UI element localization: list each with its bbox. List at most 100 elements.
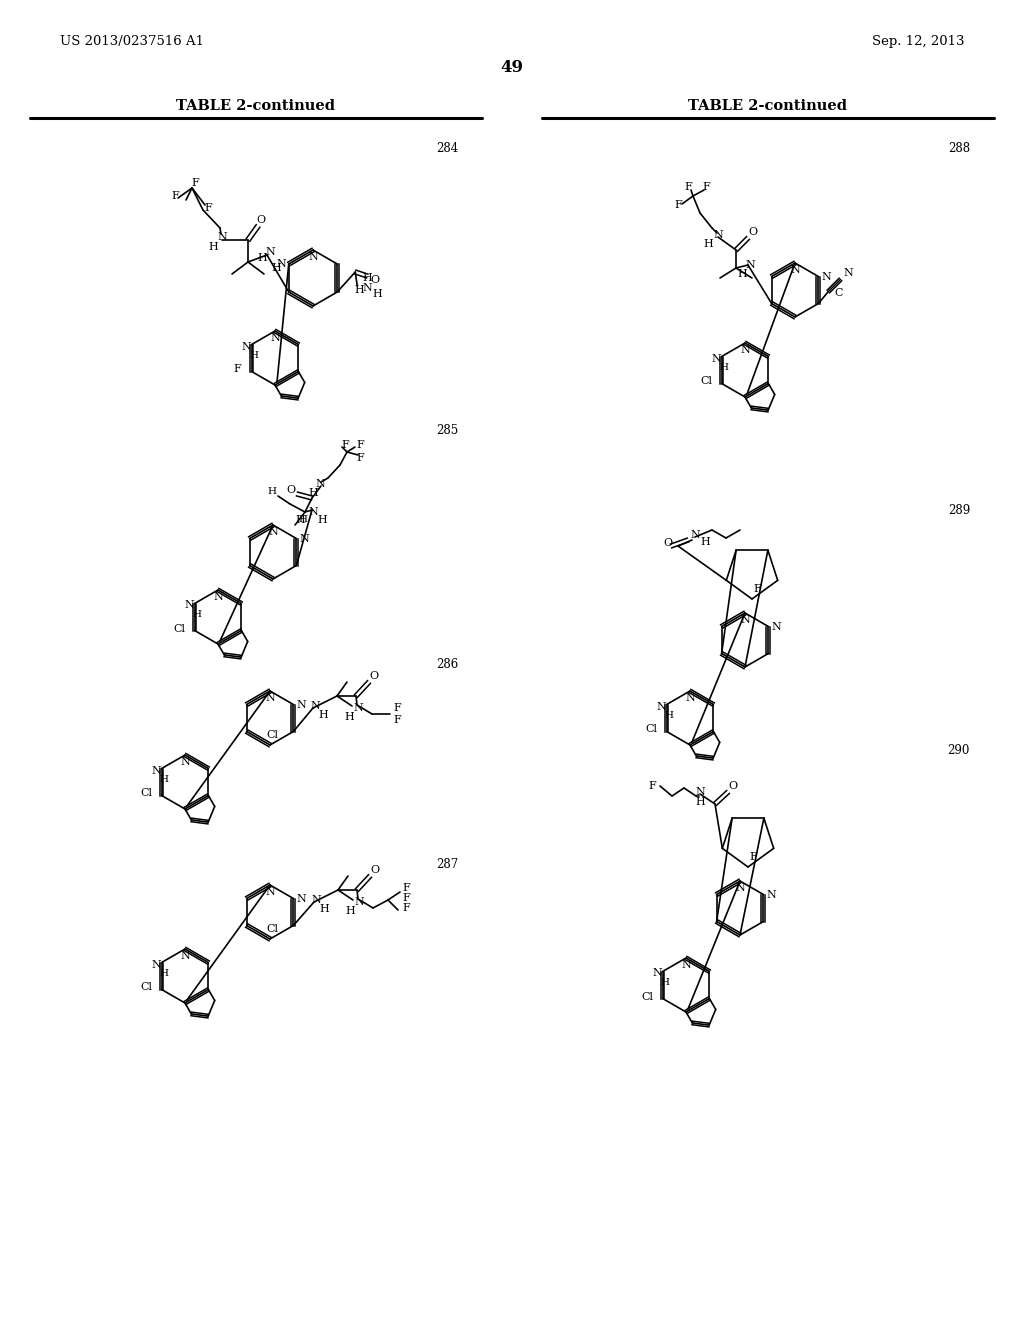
Text: N: N: [735, 883, 744, 894]
Text: F: F: [356, 453, 364, 463]
Text: F: F: [648, 781, 656, 791]
Text: N: N: [270, 333, 280, 343]
Text: N: N: [180, 756, 189, 767]
Text: F: F: [750, 851, 757, 862]
Text: C: C: [835, 289, 843, 298]
Text: F: F: [356, 440, 364, 450]
Text: N: N: [308, 252, 317, 261]
Text: N: N: [745, 260, 755, 271]
Text: N: N: [695, 787, 705, 797]
Text: H: H: [208, 242, 218, 252]
Text: N: N: [308, 507, 317, 517]
Text: N: N: [353, 704, 362, 713]
Text: F: F: [674, 201, 682, 210]
Text: N: N: [152, 960, 162, 969]
Text: H: H: [159, 775, 168, 784]
Text: H: H: [318, 710, 328, 719]
Text: N: N: [265, 247, 274, 257]
Text: N: N: [791, 265, 800, 275]
Text: N: N: [685, 693, 695, 704]
Text: N: N: [740, 615, 750, 624]
Text: H: H: [257, 253, 267, 263]
Text: H: H: [660, 978, 669, 987]
Text: N: N: [315, 479, 325, 488]
Text: F: F: [171, 191, 179, 201]
Text: Cl: Cl: [266, 730, 278, 741]
Text: N: N: [656, 701, 667, 711]
Text: H: H: [354, 285, 365, 294]
Text: Cl: Cl: [140, 982, 153, 993]
Text: F: F: [402, 894, 410, 903]
Text: Cl: Cl: [266, 924, 278, 935]
Text: H: H: [373, 289, 382, 300]
Text: O: O: [287, 484, 296, 495]
Text: 284: 284: [436, 141, 458, 154]
Text: 287: 287: [436, 858, 458, 871]
Text: Cl: Cl: [642, 991, 653, 1002]
Text: Sep. 12, 2013: Sep. 12, 2013: [871, 36, 964, 49]
Text: F: F: [753, 583, 761, 594]
Text: N: N: [690, 531, 699, 540]
Text: H: H: [703, 239, 713, 249]
Text: N: N: [276, 259, 287, 269]
Text: N: N: [184, 601, 195, 610]
Text: H: H: [317, 515, 327, 525]
Text: 288: 288: [948, 141, 970, 154]
Text: N: N: [265, 693, 274, 704]
Text: N: N: [268, 527, 278, 537]
Text: Cl: Cl: [700, 376, 713, 387]
Text: 49: 49: [501, 59, 523, 77]
Text: N: N: [213, 591, 223, 602]
Text: N: N: [652, 969, 663, 978]
Text: O: O: [664, 539, 673, 548]
Text: H: H: [271, 263, 281, 273]
Text: N: N: [180, 950, 189, 961]
Text: F: F: [702, 182, 710, 191]
Text: H: H: [665, 711, 673, 719]
Text: H: H: [249, 351, 258, 360]
Text: 289: 289: [948, 503, 970, 516]
Text: H: H: [295, 515, 305, 525]
Text: O: O: [371, 865, 380, 875]
Text: O: O: [371, 275, 380, 285]
Text: N: N: [767, 890, 776, 899]
Text: Cl: Cl: [645, 725, 657, 734]
Text: 286: 286: [436, 659, 458, 672]
Text: F: F: [393, 704, 400, 713]
Text: H: H: [267, 487, 276, 496]
Text: N: N: [712, 354, 722, 363]
Text: N: N: [821, 272, 831, 281]
Text: H: H: [362, 273, 372, 282]
Text: 285: 285: [436, 424, 458, 437]
Text: H: H: [345, 906, 355, 916]
Text: F: F: [233, 364, 242, 375]
Text: N: N: [771, 622, 781, 631]
Text: N: N: [297, 700, 306, 710]
Text: H: H: [159, 969, 168, 978]
Text: N: N: [713, 230, 723, 240]
Text: Cl: Cl: [140, 788, 153, 799]
Text: N: N: [217, 232, 227, 242]
Text: O: O: [256, 215, 265, 224]
Text: N: N: [310, 701, 319, 711]
Text: Cl: Cl: [174, 623, 185, 634]
Text: N: N: [152, 766, 162, 776]
Text: N: N: [844, 268, 853, 279]
Text: H: H: [737, 269, 746, 279]
Text: H: H: [695, 797, 705, 807]
Text: US 2013/0237516 A1: US 2013/0237516 A1: [60, 36, 204, 49]
Text: N: N: [354, 898, 364, 907]
Text: O: O: [370, 671, 379, 681]
Text: H: H: [719, 363, 728, 372]
Text: H: H: [193, 610, 201, 619]
Text: H: H: [299, 516, 307, 524]
Text: N: N: [740, 345, 750, 355]
Text: F: F: [204, 203, 212, 213]
Text: F: F: [191, 178, 199, 187]
Text: N: N: [242, 342, 252, 351]
Text: TABLE 2-continued: TABLE 2-continued: [688, 99, 848, 114]
Text: O: O: [749, 227, 758, 238]
Text: H: H: [700, 537, 710, 546]
Text: N: N: [297, 894, 306, 903]
Text: H: H: [308, 488, 317, 498]
